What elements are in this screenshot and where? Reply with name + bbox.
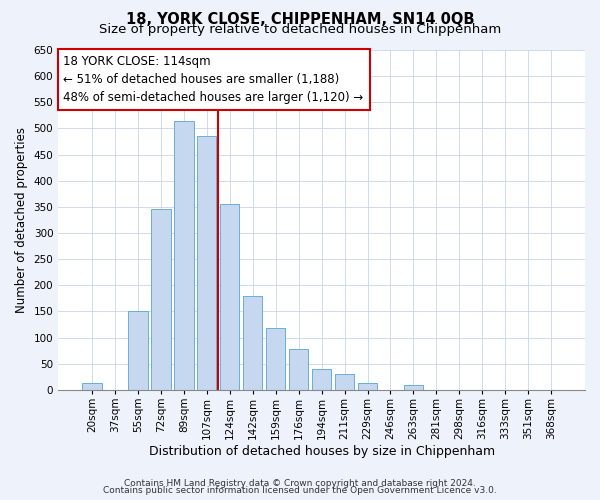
- Text: 18, YORK CLOSE, CHIPPENHAM, SN14 0QB: 18, YORK CLOSE, CHIPPENHAM, SN14 0QB: [126, 12, 474, 26]
- Bar: [220, 204, 239, 390]
- Bar: [174, 120, 194, 390]
- Y-axis label: Number of detached properties: Number of detached properties: [15, 127, 28, 313]
- Text: Size of property relative to detached houses in Chippenham: Size of property relative to detached ho…: [99, 22, 501, 36]
- Bar: [151, 210, 170, 390]
- Bar: [266, 328, 286, 390]
- Bar: [335, 374, 355, 390]
- Bar: [289, 349, 308, 390]
- Bar: [82, 382, 101, 390]
- Bar: [358, 382, 377, 390]
- Bar: [128, 312, 148, 390]
- Text: Contains HM Land Registry data © Crown copyright and database right 2024.: Contains HM Land Registry data © Crown c…: [124, 478, 476, 488]
- Bar: [404, 384, 423, 390]
- Bar: [197, 136, 217, 390]
- Text: Contains public sector information licensed under the Open Government Licence v3: Contains public sector information licen…: [103, 486, 497, 495]
- X-axis label: Distribution of detached houses by size in Chippenham: Distribution of detached houses by size …: [149, 444, 494, 458]
- Bar: [243, 296, 262, 390]
- Text: 18 YORK CLOSE: 114sqm
← 51% of detached houses are smaller (1,188)
48% of semi-d: 18 YORK CLOSE: 114sqm ← 51% of detached …: [64, 55, 364, 104]
- Bar: [312, 369, 331, 390]
